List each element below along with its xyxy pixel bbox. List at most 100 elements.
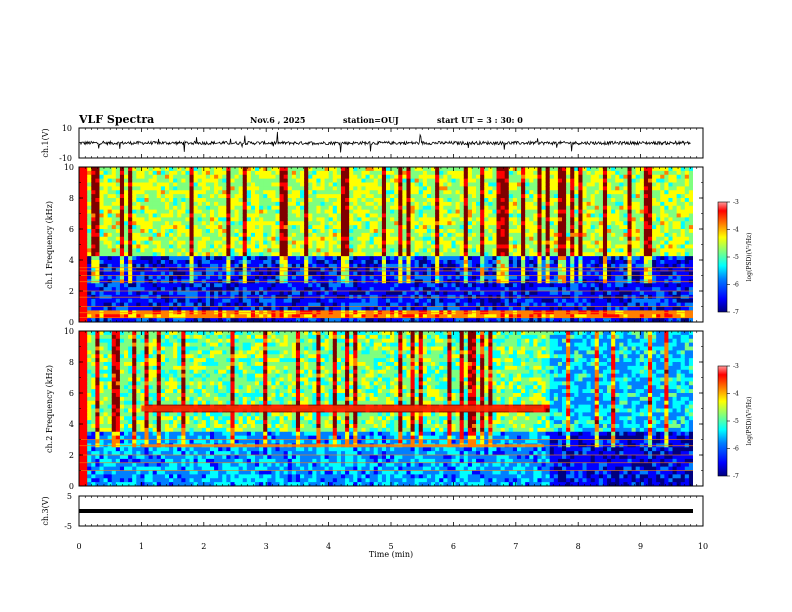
spectrogram-cell — [549, 318, 555, 322]
spectrogram-cell — [332, 229, 338, 234]
spectrogram-cell — [353, 229, 358, 234]
spectrogram-cell — [83, 252, 88, 257]
spectrogram-cell — [496, 283, 502, 288]
spectrogram-cell — [426, 205, 432, 211]
spectrogram-cell — [99, 167, 105, 172]
spectrogram-cell — [578, 260, 583, 265]
spectrogram-cell — [193, 221, 199, 226]
spectrogram-cell — [263, 221, 268, 226]
spectrogram-cell — [308, 260, 313, 265]
spectrogram-cell — [349, 186, 354, 191]
spectrogram-cell — [582, 267, 588, 273]
spectrogram-cell — [373, 256, 379, 261]
spectrogram-cell — [377, 260, 383, 265]
spectrogram-cell — [422, 221, 428, 226]
spectrogram-cell — [406, 167, 412, 172]
spectrogram-cell — [177, 271, 182, 277]
spectrogram-cell — [476, 314, 481, 319]
spectrogram-cell — [209, 182, 215, 187]
spectrogram-cell — [541, 194, 547, 199]
spectrogram-cell — [136, 248, 141, 253]
spectrogram-cell — [136, 236, 141, 242]
spectrogram-cell — [574, 240, 579, 246]
spectrogram-cell — [218, 236, 223, 242]
spectrogram-cell — [566, 174, 571, 180]
spectrogram-cell — [484, 186, 489, 191]
spectrogram-cell — [357, 287, 362, 292]
spectrogram-cell — [107, 236, 113, 242]
spectrogram-cell — [390, 209, 395, 215]
spectrogram-cell — [119, 170, 125, 176]
spectrogram-cell — [353, 252, 358, 257]
spectrogram-cell — [574, 318, 579, 322]
spectrogram-cell — [218, 221, 223, 226]
spectrogram-cell — [295, 302, 301, 308]
spectrogram-cell — [431, 174, 436, 180]
spectrogram-cell — [156, 275, 162, 280]
spectrogram-cell — [222, 225, 227, 230]
spectrogram-cell — [185, 287, 191, 292]
spectrogram-cell — [455, 201, 461, 207]
spectrogram-cell — [414, 201, 420, 207]
spectrogram-cell — [144, 244, 150, 249]
spectrogram-cell — [422, 252, 428, 257]
spectrogram-cell — [263, 225, 268, 230]
spectrogram-cell — [291, 236, 297, 242]
spectrogram-cell — [238, 263, 244, 269]
spectrogram-cell — [537, 267, 543, 273]
spectrogram-cell — [291, 318, 297, 322]
spectrogram-cell — [287, 201, 293, 207]
spectrogram-cell — [169, 178, 174, 184]
spectrogram-cell — [222, 263, 227, 269]
spectrogram-cell — [345, 174, 350, 180]
spectrogram-cell — [189, 170, 195, 176]
spectrogram-cell — [91, 306, 96, 311]
spectrogram-cell — [345, 178, 350, 184]
spectrogram-cell — [87, 167, 92, 172]
spectrogram-cell — [533, 229, 538, 234]
spectrogram-cell — [99, 178, 105, 184]
spectrogram-cell — [562, 190, 567, 195]
spectrogram-cell — [267, 291, 272, 296]
spectrogram-cell — [140, 229, 145, 234]
spectrogram-cell — [164, 170, 170, 176]
spectrogram-cell — [267, 182, 272, 187]
spectrogram-cell — [582, 236, 588, 242]
spectrogram-cell — [160, 267, 166, 273]
spectrogram-cell — [300, 244, 305, 249]
spectrogram-cell — [287, 213, 293, 218]
spectrogram-cell — [279, 287, 285, 292]
spectrogram-cell — [537, 232, 543, 238]
spectrogram-cell — [79, 240, 84, 246]
spectrogram-cell — [169, 194, 174, 199]
spectrogram-cell — [496, 213, 502, 218]
spectrogram-cell — [508, 205, 514, 211]
spectrogram-cell — [300, 252, 305, 257]
spectrogram-cell — [402, 283, 407, 288]
spectrogram-cell — [512, 240, 518, 246]
spectrogram-cell — [500, 287, 506, 292]
spectrogram-cell — [435, 232, 440, 238]
spectrogram-cell — [218, 209, 223, 215]
spectrogram-cell — [365, 194, 371, 199]
spectrogram-cell — [291, 186, 297, 191]
spectrogram-cell — [287, 236, 293, 242]
spectrogram-cell — [467, 221, 473, 226]
spectrogram-cell — [140, 291, 145, 296]
spectrogram-cell — [222, 267, 227, 273]
spectrogram-cell — [373, 182, 379, 187]
spectrogram-cell — [214, 291, 219, 296]
spectrogram-cell — [340, 229, 346, 234]
spectrogram-cell — [169, 229, 174, 234]
spectrogram-cell — [435, 252, 440, 257]
spectrogram-cell — [570, 186, 575, 191]
spectrogram-cell — [377, 205, 383, 211]
spectrogram-cell — [197, 252, 203, 257]
spectrogram-cell — [525, 167, 530, 172]
spectrogram-cell — [300, 236, 305, 242]
spectrogram-cell — [103, 221, 109, 226]
spectrogram-cell — [230, 252, 236, 257]
spectrogram-cell — [169, 213, 174, 218]
spectrogram-cell — [414, 205, 420, 211]
spectrogram-cell — [189, 256, 195, 261]
